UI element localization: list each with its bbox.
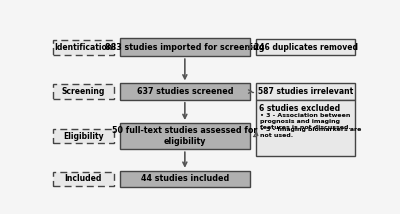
FancyBboxPatch shape bbox=[120, 83, 250, 100]
Text: • 3 - Association between
prognosis and imaging
features is not discussed.: • 3 - Association between prognosis and … bbox=[260, 113, 351, 130]
Text: Identification: Identification bbox=[54, 43, 112, 52]
FancyBboxPatch shape bbox=[120, 171, 250, 187]
Text: 6 studies excluded: 6 studies excluded bbox=[259, 104, 340, 113]
Text: 44 studies included: 44 studies included bbox=[141, 174, 229, 183]
Text: Included: Included bbox=[65, 174, 102, 183]
FancyBboxPatch shape bbox=[256, 39, 355, 55]
Text: Screening: Screening bbox=[62, 87, 105, 96]
FancyBboxPatch shape bbox=[53, 171, 114, 186]
Text: 246 duplicates removed: 246 duplicates removed bbox=[254, 43, 358, 52]
FancyBboxPatch shape bbox=[256, 83, 355, 100]
Text: • 3 - Imaging biomarkers are
not used.: • 3 - Imaging biomarkers are not used. bbox=[260, 127, 361, 138]
FancyBboxPatch shape bbox=[53, 84, 114, 99]
Text: 587 studies irrelevant: 587 studies irrelevant bbox=[258, 87, 353, 96]
FancyBboxPatch shape bbox=[256, 100, 355, 156]
FancyBboxPatch shape bbox=[53, 40, 114, 55]
Text: 883 studies imported for screening: 883 studies imported for screening bbox=[105, 43, 265, 52]
Text: 50 full-text studies assessed for
eligibility: 50 full-text studies assessed for eligib… bbox=[112, 126, 258, 146]
FancyBboxPatch shape bbox=[120, 38, 250, 56]
Text: Eligibility: Eligibility bbox=[63, 132, 104, 141]
FancyBboxPatch shape bbox=[53, 129, 114, 144]
FancyBboxPatch shape bbox=[120, 123, 250, 149]
Text: 637 studies screened: 637 studies screened bbox=[136, 87, 233, 96]
